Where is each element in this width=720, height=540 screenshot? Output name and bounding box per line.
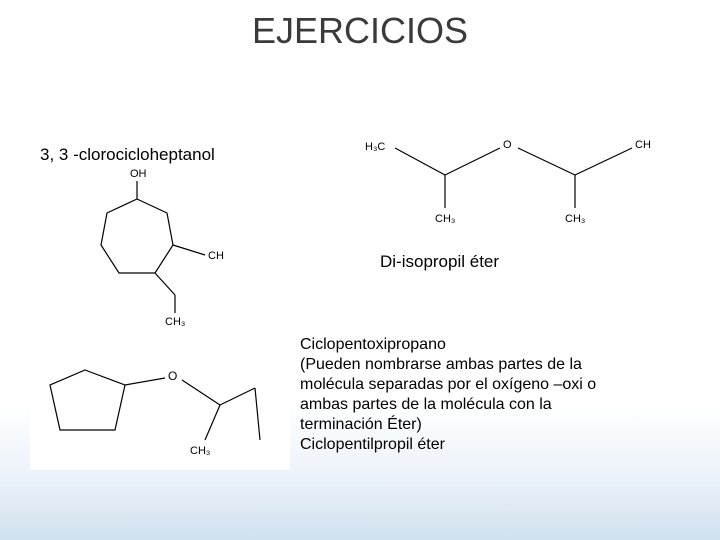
exercise1-name: 3, 3 -clorocicloheptanol <box>40 145 215 165</box>
desc-line: (Pueden nombrarse ambas partes de la <box>300 355 690 375</box>
desc-line: molécula separadas por el oxígeno –oxi o <box>300 375 690 395</box>
label-ch: CH <box>208 250 224 262</box>
desc-line: terminación Éter) <box>300 415 690 435</box>
label-ch3-left: CH₃ <box>435 213 455 225</box>
desc-line: ambas partes de la molécula con la <box>300 395 690 415</box>
exercise3-description: Ciclopentoxipropano (Pueden nombrarse am… <box>300 335 690 455</box>
exercise2-structure: H₃C O CH CH₃ CH₃ <box>360 130 670 235</box>
label-o: O <box>168 369 177 383</box>
label-ch-right: CH <box>635 139 651 151</box>
label-ch3: CH₃ <box>165 316 185 328</box>
exercise2-name: Di-isopropil éter <box>380 252 499 272</box>
exercise3-structure: O CH₃ <box>30 340 290 470</box>
label-o: O <box>503 139 512 151</box>
desc-line: Ciclopentilpropil éter <box>300 435 690 455</box>
label-ch3-right: CH₃ <box>565 213 585 225</box>
label-oh: OH <box>130 168 147 180</box>
desc-line: Ciclopentoxipropano <box>300 335 690 355</box>
page-title: EJERCICIOS <box>0 0 720 52</box>
label-ch3: CH₃ <box>190 445 210 457</box>
label-h3c: H₃C <box>365 141 385 153</box>
exercise1-structure: OH CH CH₃ <box>55 165 255 330</box>
